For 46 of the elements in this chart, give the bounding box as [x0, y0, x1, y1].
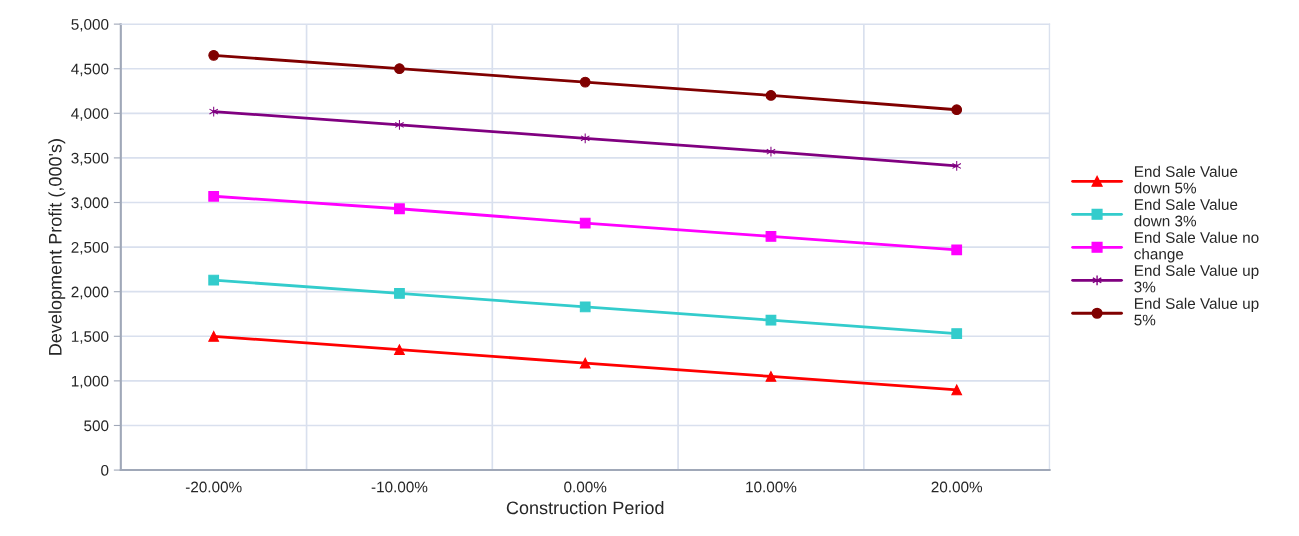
point — [394, 119, 405, 131]
point — [579, 301, 591, 313]
legend-label: End Sale Value up 5% — [1134, 297, 1259, 326]
y-axis-title: Development Profit (,000's) — [48, 139, 66, 355]
legend-label: End Sale Value up 3% — [1134, 264, 1259, 293]
x-tick-label: 20.00% — [931, 481, 983, 493]
legend-label: End Sale Value no change — [1134, 231, 1259, 263]
x-tick-label: 10.00% — [746, 481, 797, 493]
point — [208, 330, 220, 342]
point — [579, 357, 591, 369]
point — [765, 90, 777, 101]
y-tick-label: 4,500 — [71, 63, 109, 77]
point — [951, 104, 963, 116]
point — [579, 76, 591, 88]
x-tick-label: -20.00% — [185, 481, 242, 493]
point — [394, 344, 405, 356]
y-tick-label: 1,500 — [71, 331, 109, 344]
x-tick-label: 0.00% — [564, 481, 607, 493]
y-tick-label: 5,000 — [71, 18, 109, 32]
point — [394, 63, 405, 75]
y-tick-label: 2,500 — [71, 241, 109, 255]
y-tick-label: 3,500 — [71, 152, 109, 166]
x-tick-label: -10.00% — [371, 481, 428, 493]
point — [765, 314, 777, 326]
y-tick-label: 0 — [101, 464, 109, 476]
point — [951, 384, 963, 396]
legend-label: End Sale Value down 5% — [1134, 165, 1238, 194]
point — [579, 217, 591, 229]
point — [951, 328, 963, 339]
point — [765, 231, 777, 242]
y-tick-label: 500 — [84, 420, 109, 432]
point — [765, 371, 777, 382]
x-axis-title: Construction Period — [506, 500, 664, 515]
point — [951, 160, 962, 172]
point — [208, 274, 220, 286]
point — [580, 132, 590, 144]
y-tick-label: 3,000 — [71, 197, 109, 210]
legend-label: End Sale Value down 3% — [1134, 198, 1238, 227]
point — [394, 203, 405, 215]
y-tick-label: 2,000 — [71, 286, 109, 300]
y-tick-label: 4,000 — [71, 108, 109, 121]
point — [951, 244, 963, 256]
point — [208, 49, 220, 61]
y-tick-label: 1,000 — [71, 375, 109, 389]
point — [208, 190, 220, 202]
point — [394, 288, 405, 299]
